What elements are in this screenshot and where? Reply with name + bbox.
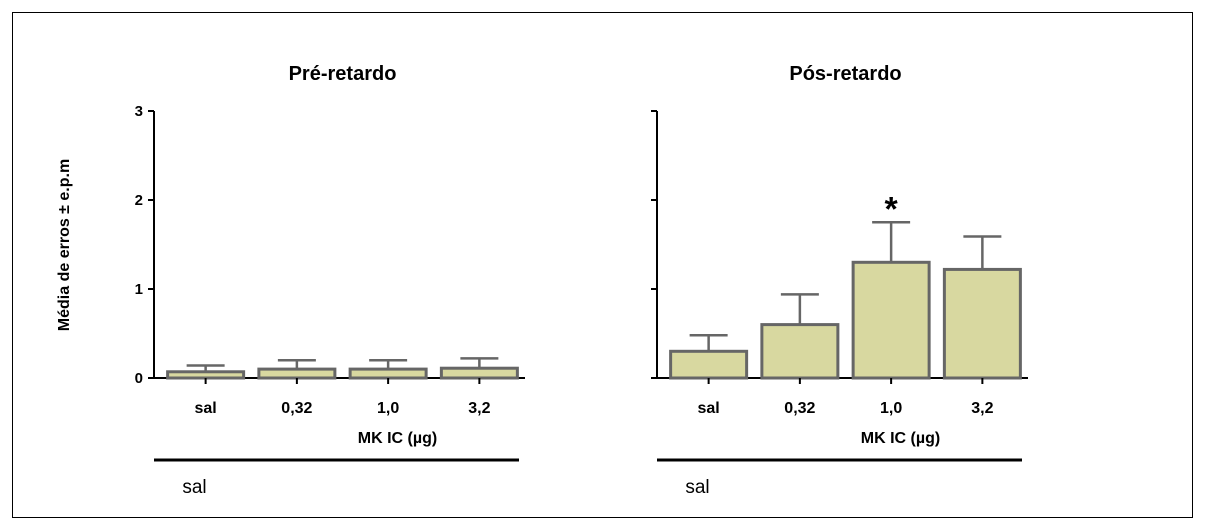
y-tick-label: 2 — [135, 192, 143, 209]
x-tick-label: sal — [195, 400, 217, 417]
figure-frame — [12, 12, 1193, 518]
bar-1,0 — [851, 260, 931, 380]
y-tick-label: 1 — [135, 281, 143, 298]
x-tick-label: sal — [698, 400, 720, 417]
bar-sal — [669, 349, 749, 380]
panel-title: Pré-retardo — [289, 63, 397, 85]
bar-sal — [166, 370, 246, 380]
x-tick-label: 1,0 — [377, 400, 399, 417]
bar-3,2 — [942, 267, 1022, 380]
x-tick-label: 0,32 — [281, 400, 312, 417]
y-tick-label: 3 — [135, 103, 143, 120]
significance-marker: * — [885, 190, 899, 228]
bar-1,0 — [348, 367, 428, 380]
x-tick-label: 1,0 — [880, 400, 902, 417]
x-tick-label: 3,2 — [971, 400, 993, 417]
chart-panels: Pré-retardo 0 1 2 3 sal 0,32 1,0 3,2 MK IC (µg) sa… — [135, 63, 1028, 498]
group-label: sal — [182, 477, 206, 498]
x-tick-label: 3,2 — [468, 400, 490, 417]
bar-0,32 — [257, 367, 337, 380]
group-label: sal — [685, 477, 709, 498]
x-tick-label: 0,32 — [784, 400, 815, 417]
chart-panel-1: Pré-retardo 0 1 2 3 sal 0,32 1,0 3,2 MK IC (µg) sa… — [135, 63, 525, 498]
bar-3,2 — [439, 366, 519, 380]
y-axis-label: Média de erros ± e.p.m — [56, 159, 73, 331]
bar-0,32 — [760, 323, 840, 380]
y-tick-label: 0 — [135, 370, 143, 387]
x-axis-label: MK IC (µg) — [861, 430, 940, 447]
panel-title: Pós-retardo — [789, 63, 901, 85]
x-axis-label: MK IC (µg) — [358, 430, 437, 447]
chart-panel-2: Pós-retardo sal 0,32 1,0 3,2 * MK IC (µg) sal — [651, 63, 1028, 498]
